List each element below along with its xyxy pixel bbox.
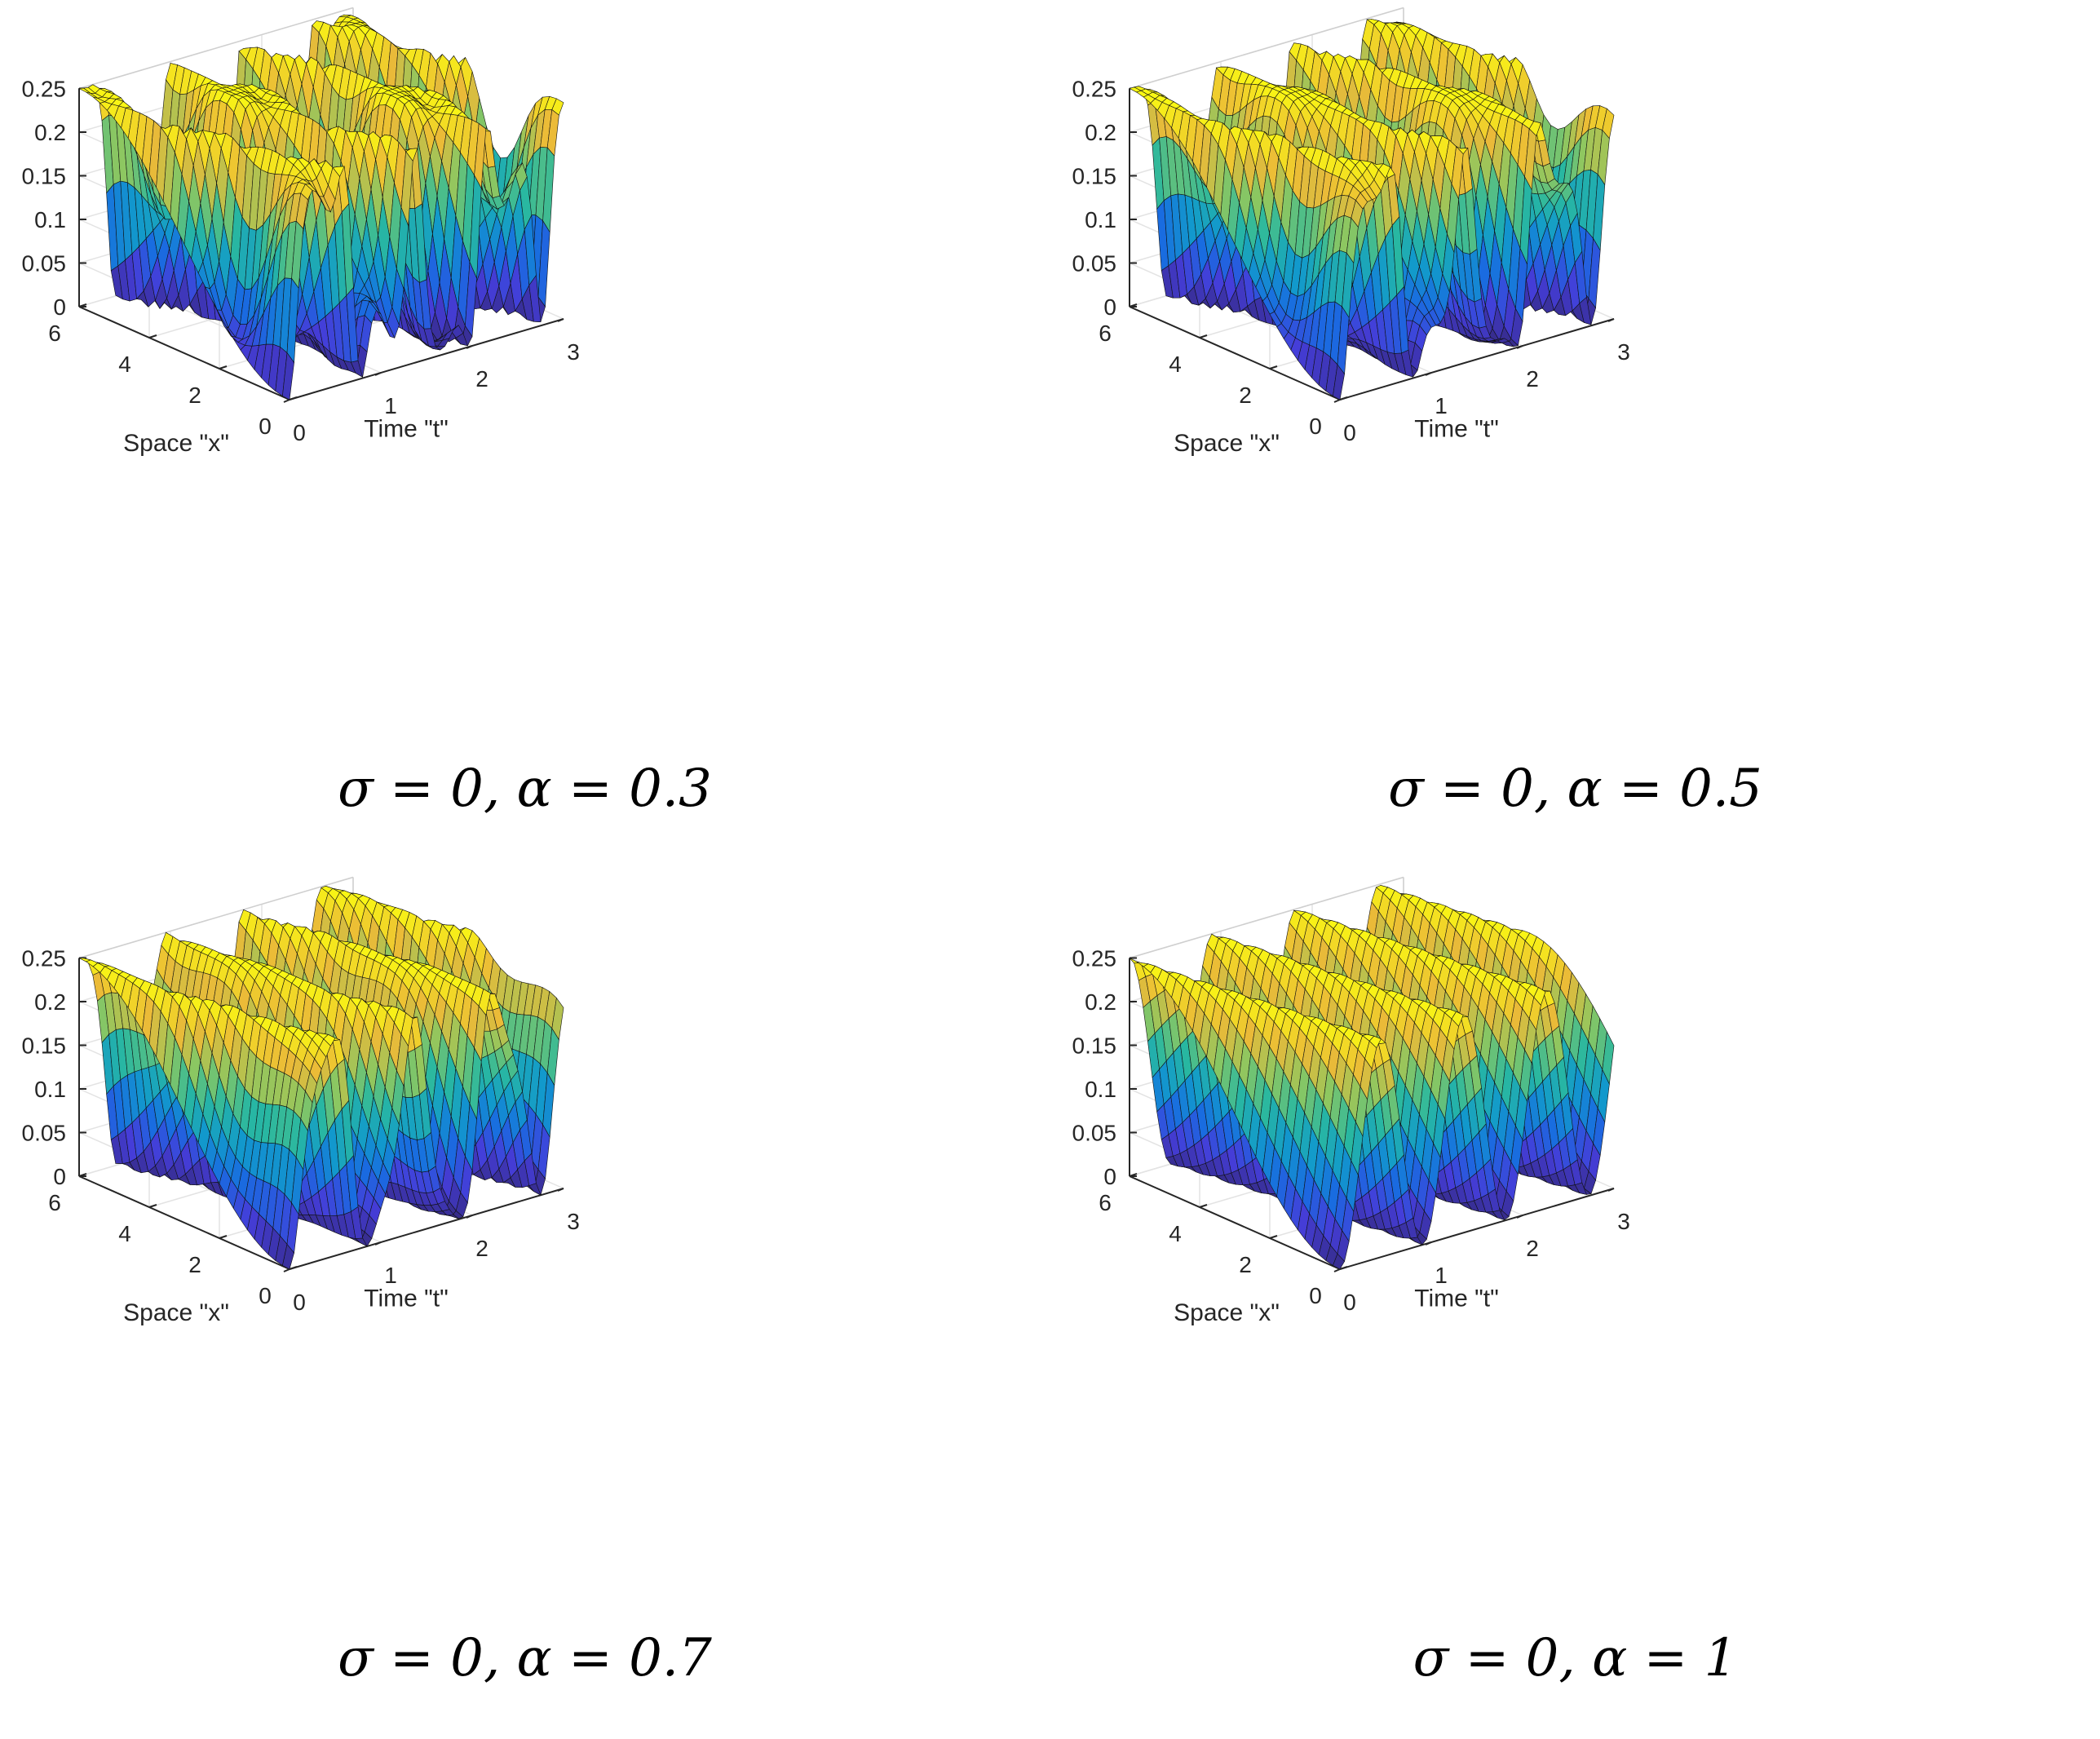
t-tick-label: 1	[384, 393, 397, 418]
t-axis	[1339, 318, 1615, 400]
surface-patch	[1333, 364, 1345, 400]
x-tick	[1199, 334, 1208, 339]
t-axis-label: Time "t"	[1414, 416, 1499, 443]
t-tick	[1516, 345, 1523, 349]
t-tick-label: 0	[1343, 420, 1356, 445]
x-tick-label: 2	[188, 1252, 201, 1277]
z-tick-label: 0.2	[34, 989, 66, 1015]
x-tick-label: 6	[48, 321, 61, 346]
t-tick	[557, 318, 564, 322]
t-axis	[289, 1188, 564, 1270]
surface	[1129, 18, 1615, 400]
t-tick-label: 1	[384, 1263, 397, 1288]
z-tick-label: 0.25	[1072, 77, 1117, 102]
chart-panel-1: 0 1 2 3 0 2 4 6 0 0.05 0.1 0.15 0.2 0.25 Time "t" Space…	[0, 0, 1050, 870]
t-axis-label: Time "t"	[364, 1285, 449, 1312]
x-tick	[289, 1266, 298, 1270]
z-tick-label: 0.05	[22, 251, 67, 277]
t-tick	[466, 1215, 473, 1219]
chart-panel-3: 0 1 2 3 0 2 4 6 0 0.05 0.1 0.15 0.2 0.25 Time "t" Space…	[0, 870, 1050, 1739]
x-axis-label: Space "x"	[1174, 430, 1280, 457]
z-tick-label: 0.05	[1072, 251, 1117, 277]
z-tick-label: 0.15	[22, 1033, 67, 1059]
t-axis-label: Time "t"	[364, 416, 449, 443]
box-edge	[78, 7, 354, 90]
x-tick-label: 4	[1169, 352, 1182, 377]
x-tick-label: 4	[118, 1221, 131, 1246]
t-tick-label: 3	[1617, 339, 1630, 365]
z-tick-label: 0	[53, 294, 66, 320]
x-axis	[1129, 306, 1341, 400]
x-tick-label: 4	[118, 352, 131, 377]
surface-patch	[282, 352, 294, 400]
z-tick-label: 0.1	[34, 1077, 66, 1102]
x-tick-label: 0	[259, 1283, 272, 1308]
x-axis	[78, 306, 290, 400]
t-tick-label: 2	[475, 1236, 489, 1261]
z-tick-label: 0.25	[22, 946, 67, 971]
x-tick	[148, 1204, 157, 1208]
z-tick-label: 0	[53, 1164, 66, 1189]
box-edge	[78, 876, 354, 959]
t-tick	[466, 345, 473, 349]
surface	[77, 14, 564, 400]
x-tick	[289, 396, 298, 400]
z-tick-label: 0.25	[22, 77, 67, 102]
t-tick-label: 0	[293, 1290, 306, 1315]
x-axis-label: Space "x"	[123, 1299, 229, 1326]
t-tick-label: 3	[567, 339, 580, 365]
t-tick	[1607, 318, 1615, 322]
z-tick-label: 0.1	[1085, 207, 1116, 232]
x-tick	[148, 334, 157, 339]
x-tick	[1269, 365, 1278, 369]
t-tick	[283, 1268, 290, 1272]
t-tick	[557, 1188, 564, 1192]
x-tick-label: 0	[1309, 414, 1322, 439]
x-tick-label: 0	[259, 414, 272, 439]
t-tick	[283, 399, 290, 403]
t-axis	[289, 318, 564, 400]
caption-sigma: σ = 0,	[1388, 759, 1551, 819]
x-axis	[78, 1175, 290, 1270]
t-tick-label: 3	[567, 1209, 580, 1234]
t-tick-label: 0	[293, 420, 306, 445]
x-tick-label: 6	[48, 1190, 61, 1215]
caption-alpha: α = 0.5	[1567, 759, 1762, 819]
box-edge	[1129, 7, 1404, 90]
t-tick	[374, 372, 382, 376]
t-tick	[1425, 372, 1432, 376]
x-tick-label: 6	[1099, 321, 1112, 346]
surface	[78, 885, 564, 1270]
t-tick-label: 1	[1435, 393, 1448, 418]
z-tick-label: 0.2	[34, 120, 66, 145]
x-tick	[219, 1235, 228, 1239]
z-tick-label: 0.15	[22, 164, 67, 189]
chart-panel-2: 0 1 2 3 0 2 4 6 0 0.05 0.1 0.15 0.2 0.25 Time "t" Space…	[1050, 0, 2100, 870]
x-tick	[1339, 396, 1348, 400]
x-axis-label: Space "x"	[123, 430, 229, 457]
z-tick-label: 0	[1103, 294, 1116, 320]
t-tick-label: 2	[1526, 366, 1539, 392]
z-tick-label: 0.1	[34, 207, 66, 232]
panel-caption-1: σ = 0, α = 0.3	[0, 759, 1050, 819]
z-tick-label: 0.15	[1072, 164, 1117, 189]
t-tick-label: 2	[475, 366, 489, 392]
z-tick-label: 0.05	[22, 1121, 67, 1146]
x-tick-label: 2	[1239, 383, 1252, 408]
t-tick	[1333, 399, 1341, 403]
caption-alpha: α = 0.3	[516, 759, 712, 819]
x-tick-label: 2	[188, 383, 201, 408]
x-tick	[219, 365, 228, 369]
panel-caption-2: σ = 0, α = 0.5	[1050, 759, 2100, 819]
caption-sigma: σ = 0,	[338, 759, 501, 819]
t-tick	[374, 1241, 382, 1246]
z-tick-label: 0.2	[1085, 120, 1116, 145]
